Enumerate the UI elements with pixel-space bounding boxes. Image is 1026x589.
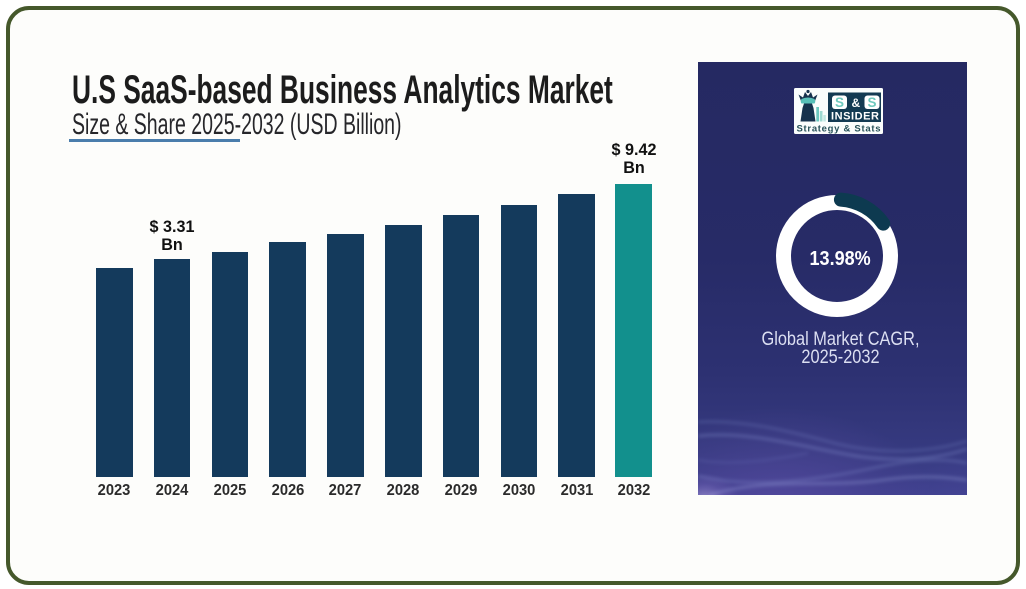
svg-text:S: S <box>835 95 844 110</box>
svg-text:S: S <box>867 95 876 110</box>
svg-text:Strategy & Stats: Strategy & Stats <box>797 124 881 135</box>
svg-text:13.98%: 13.98% <box>810 248 871 270</box>
svg-text:&: & <box>851 96 860 110</box>
svg-text:INSIDER: INSIDER <box>831 111 879 123</box>
